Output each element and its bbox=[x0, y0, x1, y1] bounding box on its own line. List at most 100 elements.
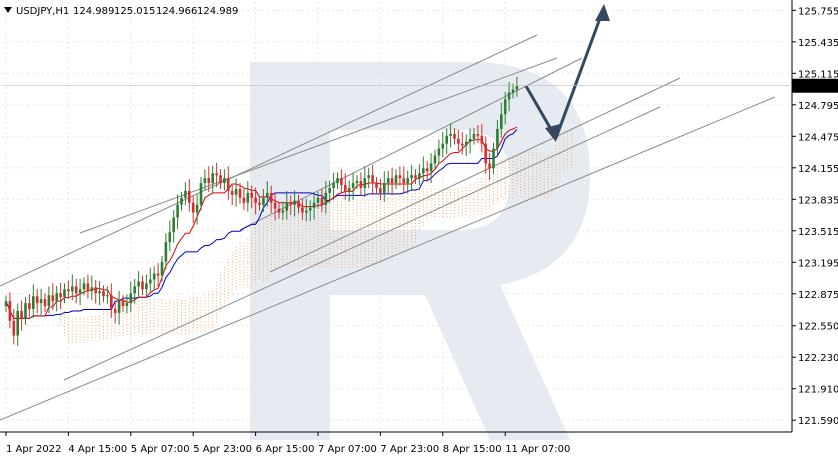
candle-body bbox=[74, 286, 78, 294]
candle-body bbox=[86, 283, 90, 292]
candle-body bbox=[78, 289, 82, 294]
candle-body bbox=[390, 178, 394, 184]
candle-body bbox=[398, 175, 402, 179]
candle-body bbox=[234, 188, 238, 195]
candle-body bbox=[285, 202, 289, 211]
trendlines bbox=[0, 34, 776, 421]
candle-body bbox=[312, 202, 316, 208]
candle-body bbox=[94, 287, 97, 294]
low-value: 124.966 bbox=[156, 6, 197, 17]
candle-body bbox=[133, 286, 136, 294]
candle-body bbox=[24, 303, 27, 319]
candle-body bbox=[262, 197, 265, 205]
candle-body bbox=[250, 192, 253, 198]
candle-body bbox=[316, 197, 320, 203]
time-tick-label: 7 Apr 07:00 bbox=[318, 444, 377, 455]
watermark-logo bbox=[250, 62, 590, 440]
candle-body bbox=[425, 168, 429, 172]
time-tick-label: 4 Apr 15:00 bbox=[68, 444, 127, 455]
candle-body bbox=[320, 197, 324, 205]
candle-body bbox=[223, 178, 226, 184]
candle-body bbox=[363, 178, 367, 188]
candle-body bbox=[55, 293, 58, 302]
forecast-arrows bbox=[524, 4, 610, 142]
candle-body bbox=[297, 200, 300, 208]
trendline bbox=[0, 96, 776, 421]
candle-body bbox=[324, 192, 328, 205]
candle-body bbox=[340, 178, 343, 186]
candle-body bbox=[82, 283, 86, 290]
candle-body bbox=[215, 173, 218, 176]
candle-body bbox=[480, 135, 484, 144]
candle-body bbox=[106, 295, 109, 297]
trendline bbox=[63, 106, 661, 381]
candle-body bbox=[375, 183, 378, 188]
candle-body bbox=[445, 135, 448, 144]
price-tick-label: 123.195 bbox=[798, 258, 838, 269]
candle-body bbox=[230, 190, 234, 195]
candle-body bbox=[449, 133, 452, 136]
candle-body bbox=[351, 183, 355, 188]
candle-body bbox=[102, 291, 105, 297]
candle-body bbox=[464, 141, 468, 146]
current-price-box-bg bbox=[792, 78, 838, 93]
candle-body bbox=[367, 175, 370, 179]
candle-body bbox=[32, 296, 35, 310]
candle-body bbox=[507, 92, 511, 100]
candle-body bbox=[129, 293, 133, 304]
candle-body bbox=[39, 299, 43, 304]
chart-header: USDJPY,H1 124.989 125.015 124.966 124.98… bbox=[4, 6, 238, 17]
candle-body bbox=[453, 133, 456, 139]
candle-body bbox=[156, 273, 160, 276]
candle-body bbox=[90, 287, 94, 292]
candle-body bbox=[203, 178, 207, 184]
candle-body bbox=[476, 133, 480, 136]
chevron-down-icon[interactable] bbox=[4, 7, 12, 13]
current-price-box: 124.989 bbox=[2, 78, 838, 93]
candle-body bbox=[254, 197, 257, 203]
candle-body bbox=[472, 133, 476, 139]
candles bbox=[4, 76, 519, 346]
candle-body bbox=[51, 295, 55, 302]
candle-body bbox=[199, 183, 203, 205]
current-price-label: 124.989 bbox=[796, 82, 837, 93]
candle-body bbox=[410, 175, 413, 179]
time-axis: 1 Apr 2022 4 Apr 15:00 5 Apr 07:00 5 Apr 23… bbox=[5, 432, 570, 455]
open-value: 124.989 bbox=[73, 6, 114, 17]
watermark-shape bbox=[250, 62, 590, 440]
time-tick-label: 8 Apr 15:00 bbox=[443, 444, 502, 455]
time-tick-label: 1 Apr 2022 bbox=[6, 444, 61, 455]
candle-body bbox=[332, 183, 335, 188]
candle-body bbox=[328, 187, 331, 193]
candle-body bbox=[394, 175, 398, 184]
candle-body bbox=[511, 89, 515, 93]
candle-body bbox=[371, 175, 374, 184]
price-tick-label: 123.515 bbox=[798, 227, 838, 238]
candle-body bbox=[172, 217, 175, 233]
candle-body bbox=[67, 289, 70, 292]
candle-body bbox=[281, 210, 285, 213]
candle-body bbox=[113, 309, 117, 313]
candle-body bbox=[59, 293, 62, 298]
candle-body bbox=[180, 197, 183, 205]
candle-body bbox=[277, 208, 281, 213]
candle-body bbox=[35, 296, 39, 304]
candle-body bbox=[273, 202, 277, 209]
trendline bbox=[269, 77, 681, 273]
candle-body bbox=[457, 138, 460, 144]
candle-body bbox=[266, 192, 269, 198]
candle-body bbox=[269, 192, 273, 203]
price-tick-label: 122.550 bbox=[798, 322, 838, 333]
candle-body bbox=[195, 204, 199, 213]
candle-body bbox=[242, 197, 246, 203]
candle-body bbox=[188, 190, 191, 203]
candle-body bbox=[43, 299, 47, 307]
candle-body bbox=[137, 281, 140, 287]
candle-body bbox=[406, 178, 409, 184]
candle-body bbox=[500, 114, 503, 129]
candle-body bbox=[211, 173, 214, 184]
price-tick-label: 124.795 bbox=[798, 101, 838, 112]
candle-body bbox=[433, 155, 437, 164]
candle-body bbox=[289, 202, 292, 205]
